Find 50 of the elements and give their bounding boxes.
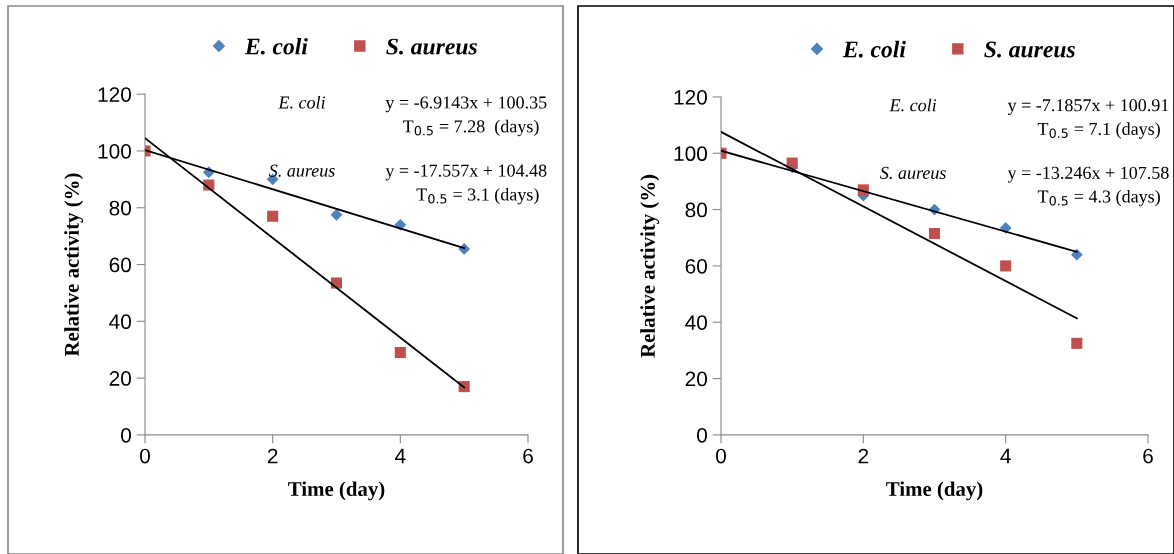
x-tick-label: 4 (395, 448, 406, 464)
y-tick-label: 20 (685, 371, 707, 387)
annotation: T$_{0.5}$ = 3.1 (days) (416, 187, 539, 205)
annotation: y = -6.9143x + 100.35 (385, 96, 547, 113)
y-tick-label: 100 (674, 146, 707, 162)
x-axis-title: Time (day) (886, 481, 983, 501)
y-axis-title: Relative activity (%) (640, 174, 660, 358)
legend-label: S. aureus (984, 41, 1075, 58)
point (267, 210, 279, 222)
annotation: y = -13.246x + 107.58 (1007, 166, 1169, 183)
annotation: T$_{0.5}$ = 4.3 (days) (1037, 189, 1160, 207)
point (394, 347, 406, 359)
point (786, 157, 798, 169)
y-tick-label: 20 (109, 371, 131, 386)
annotation: y = -7.1857x + 100.91 (1007, 99, 1169, 116)
y-tick-label: 120 (98, 87, 131, 102)
point (1071, 337, 1083, 349)
point (330, 208, 343, 221)
y-tick-label: 80 (685, 202, 707, 218)
y-tick-label: 120 (674, 89, 707, 105)
annotation: E. coli (278, 95, 326, 109)
y-tick-label: 100 (98, 143, 131, 159)
legend-label: S. aureus (386, 38, 477, 55)
x-axis-title: Time (day) (288, 481, 385, 501)
x-tick-label: 2 (267, 448, 278, 464)
y-tick-label: 40 (109, 314, 131, 330)
annotation: T$_{0.5}$ = 7.28 (days) (402, 119, 539, 137)
x-tick-label: 2 (858, 448, 869, 464)
point (928, 227, 941, 240)
y-tick-label: 0 (121, 427, 131, 443)
y-tick-label: 40 (685, 315, 707, 330)
x-tick-label: 6 (523, 448, 533, 464)
annotation: T$_{0.5}$ = 7.1 (days) (1037, 122, 1160, 139)
annotation: S. aureus (268, 164, 335, 177)
legend-label: E. coli (244, 37, 308, 55)
y-tick-label: 60 (685, 258, 707, 274)
x-tick-label: 4 (1000, 448, 1011, 464)
annotation: y = -17.557x + 104.48 (385, 164, 547, 181)
point (1070, 248, 1083, 261)
y-tick-label: 80 (109, 200, 131, 216)
y-tick-label: 0 (697, 427, 707, 443)
legend-label: E. coli (842, 40, 906, 58)
annotation: E. coli (889, 98, 937, 112)
y-axis-title: Relative activity (%) (64, 173, 84, 357)
x-tick-label: 0 (716, 448, 726, 464)
annotation: S. aureus (880, 166, 946, 180)
x-tick-label: 0 (140, 448, 150, 464)
y-tick-label: 60 (109, 257, 131, 273)
point (1000, 260, 1012, 272)
x-tick-label: 6 (1143, 448, 1153, 464)
